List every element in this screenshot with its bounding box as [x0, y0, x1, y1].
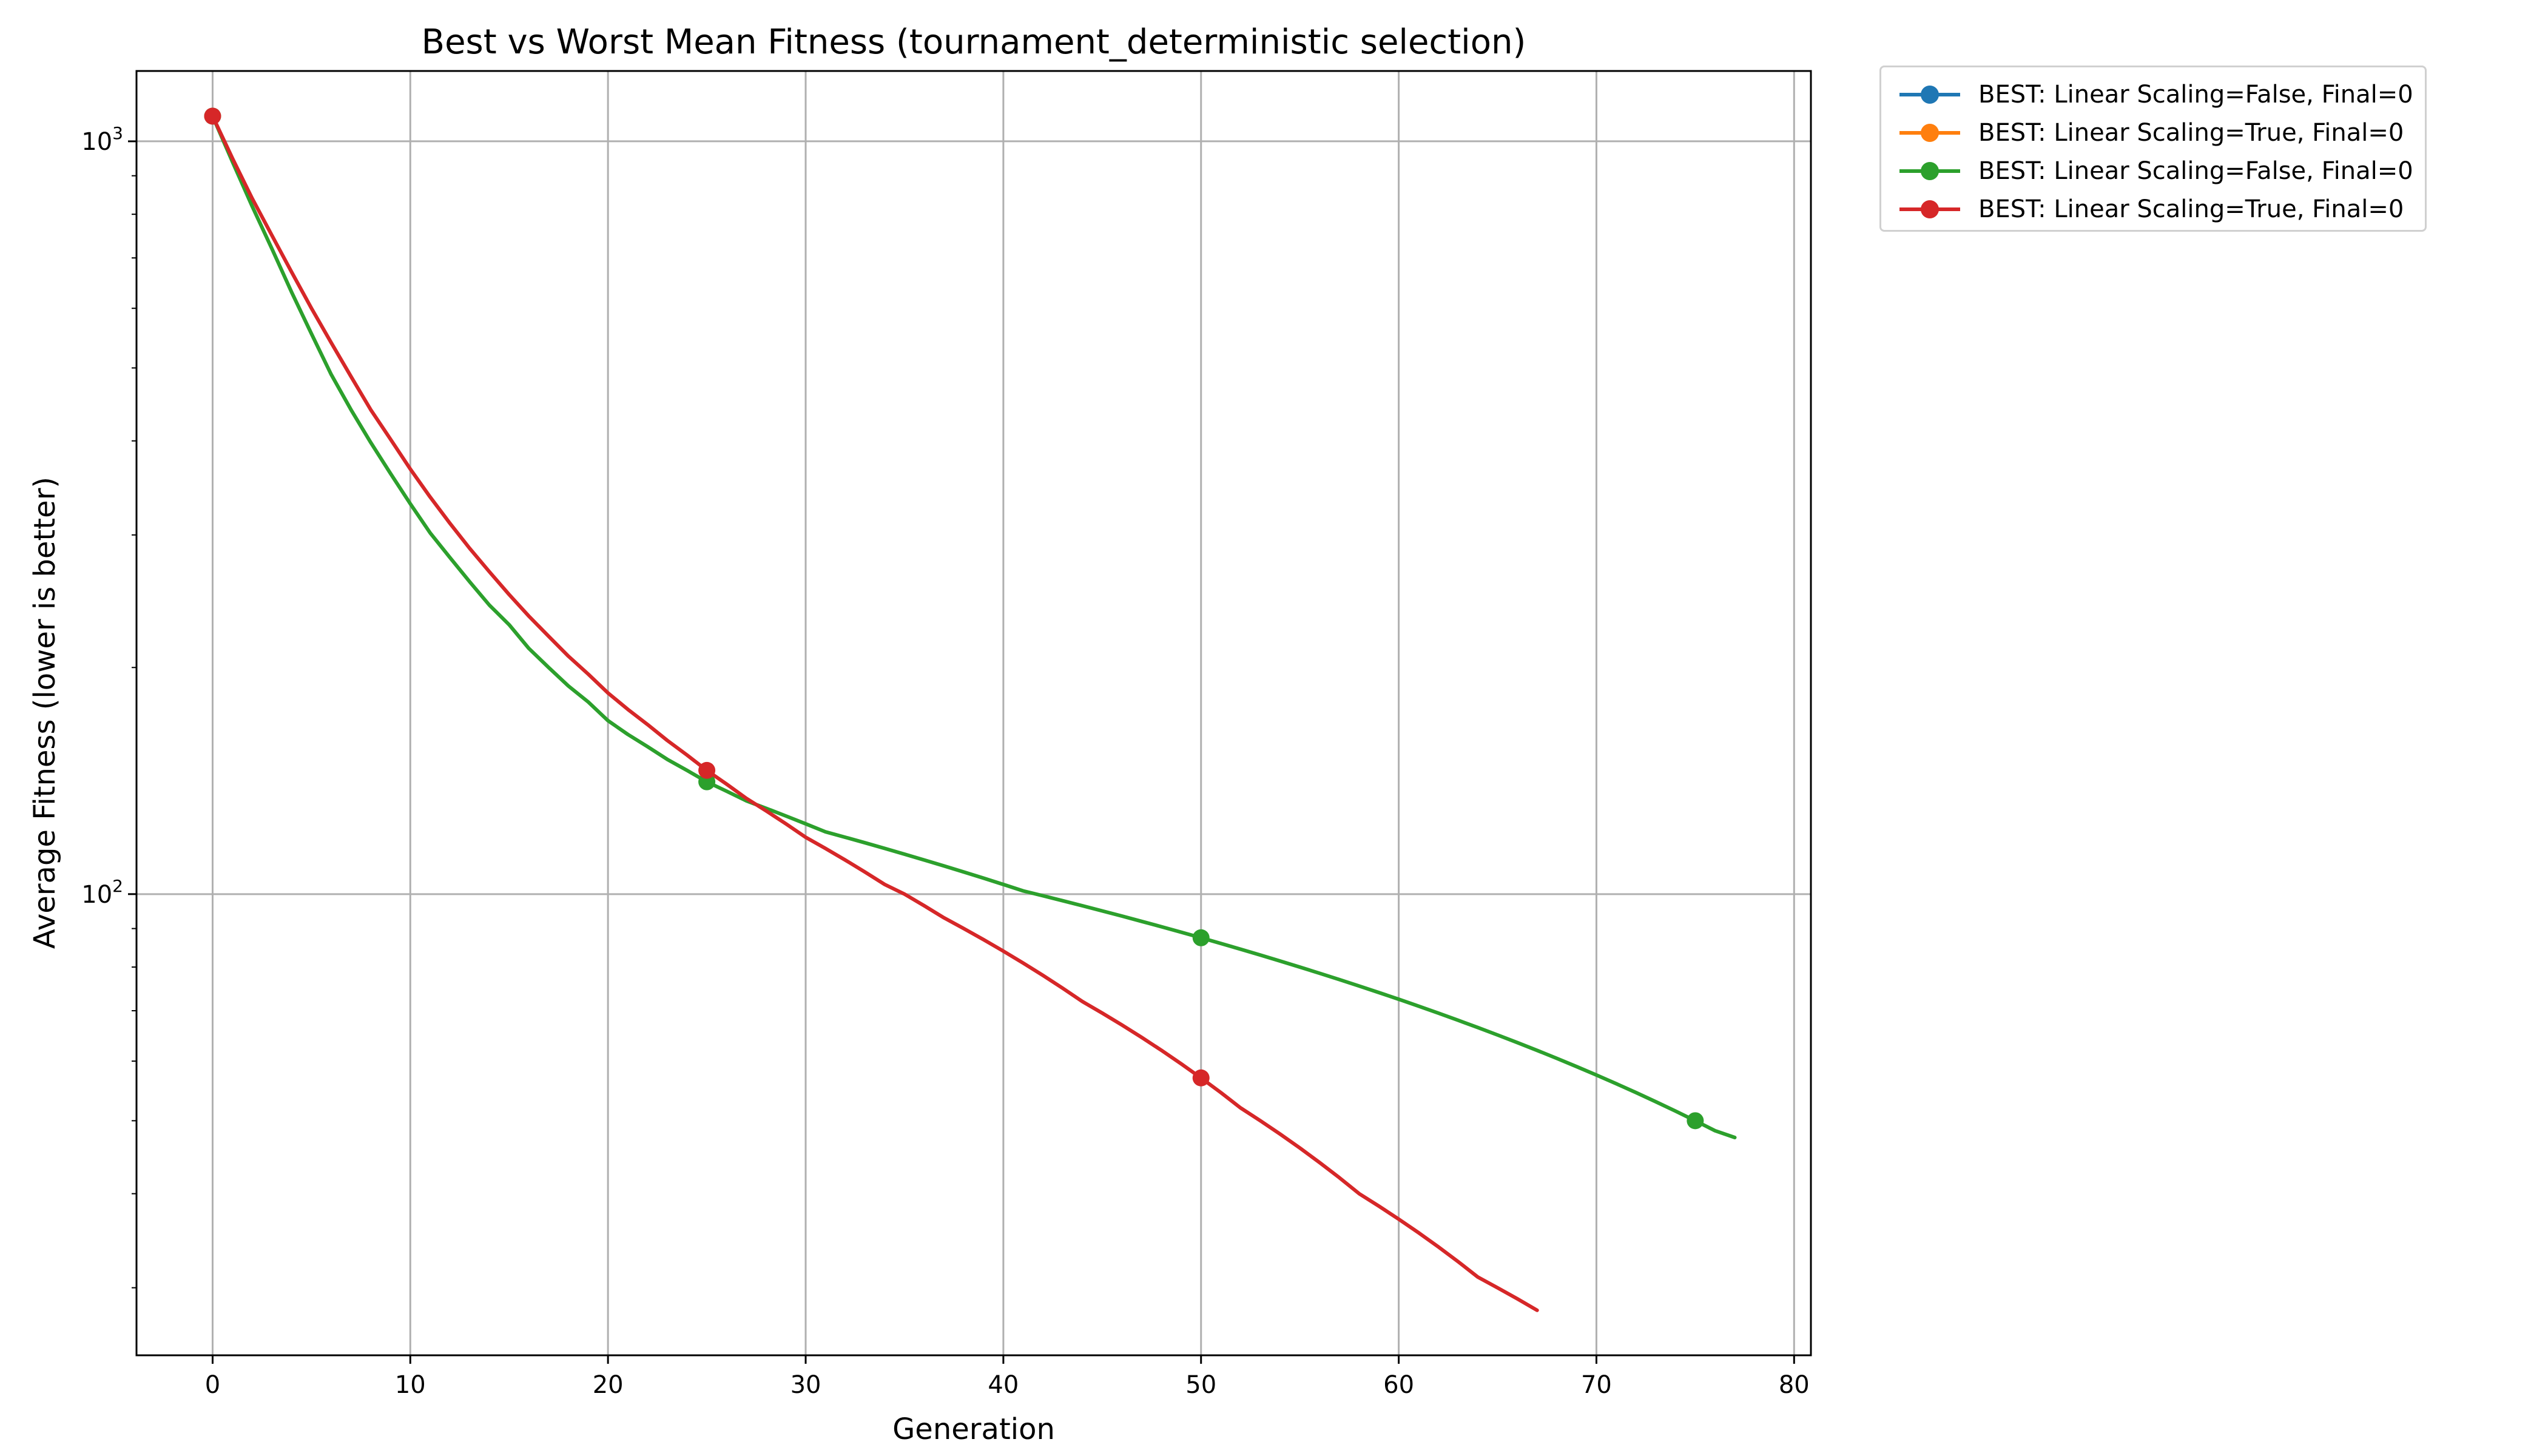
legend-item-best-linear-scaling-true-2: BEST: Linear Scaling=True, Final=0: [1899, 191, 2404, 228]
series-marker-3: [698, 761, 716, 779]
plot-area-background: [136, 71, 1811, 1355]
x-tick-label: 50: [1185, 1371, 1216, 1399]
series-marker-3: [204, 107, 221, 125]
x-tick-label: 30: [790, 1371, 821, 1399]
y-axis-label: Average Fitness (lower is better): [28, 477, 62, 949]
legend-item-best-linear-scaling-true-1: BEST: Linear Scaling=True, Final=0: [1899, 115, 2404, 151]
legend-item-best-linear-scaling-false-1: BEST: Linear Scaling=False, Final=0: [1899, 76, 2413, 113]
x-tick-label: 80: [1779, 1371, 1810, 1399]
legend-label: BEST: Linear Scaling=True, Final=0: [1978, 119, 2404, 147]
legend-item-best-linear-scaling-false-2: BEST: Linear Scaling=False, Final=0: [1899, 153, 2413, 189]
x-tick-label: 60: [1383, 1371, 1414, 1399]
series-marker-2: [1687, 1112, 1704, 1130]
series-marker-2: [1192, 929, 1210, 946]
x-tick-label: 10: [395, 1371, 426, 1399]
legend-label: BEST: Linear Scaling=False, Final=0: [1978, 157, 2413, 185]
grid: [136, 71, 1811, 1355]
legend: BEST: Linear Scaling=False, Final=0 BEST…: [1879, 66, 2427, 232]
series-line-3: [211, 114, 1539, 1312]
x-tick-label: 70: [1581, 1371, 1612, 1399]
x-tick-label: 0: [205, 1371, 220, 1399]
axis-ticks: 0 10 20 30 40 50 60 70 80 103 102: [81, 123, 1809, 1399]
x-tick-label: 20: [593, 1371, 624, 1399]
series-lines: [204, 107, 1737, 1312]
y-tick-label: 103: [81, 123, 123, 156]
series-marker-3: [1192, 1069, 1210, 1087]
x-tick-label: 40: [988, 1371, 1019, 1399]
legend-swatch-orange: [1899, 115, 1960, 151]
legend-label: BEST: Linear Scaling=True, Final=0: [1978, 195, 2404, 223]
x-axis-label: Generation: [892, 1412, 1055, 1446]
plot-frame: [135, 70, 1812, 1357]
y-tick-label: 102: [81, 876, 123, 909]
legend-swatch-green: [1899, 153, 1960, 189]
chart-title: Best vs Worst Mean Fitness (tournament_d…: [422, 22, 1526, 62]
legend-swatch-red: [1899, 191, 1960, 228]
series-line-2: [211, 114, 1737, 1139]
legend-label: BEST: Linear Scaling=False, Final=0: [1978, 81, 2413, 109]
legend-swatch-blue: [1899, 76, 1960, 113]
